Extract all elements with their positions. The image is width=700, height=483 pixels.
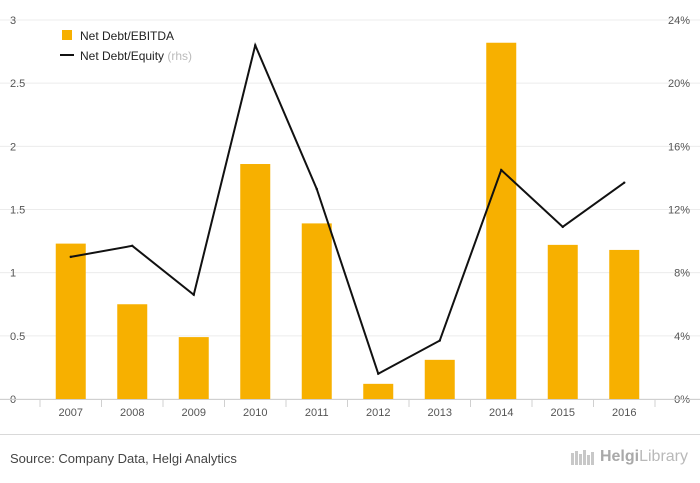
x-axis-tick-label: 2009 [182,407,206,419]
line-point [254,44,257,47]
x-axis-tick-label: 2016 [612,407,636,419]
right-axis-tick-label: 4% [674,331,690,343]
left-axis-tick-label: 0.5 [10,331,25,343]
legend: Net Debt/EBITDA Net Debt/Equity (rhs) [60,29,192,63]
left-axis-ticks: 00.511.522.53 [10,15,25,406]
bar [178,337,209,399]
left-axis-tick-label: 3 [10,15,16,27]
left-axis-tick-label: 1.5 [10,205,25,217]
left-axis-tick-label: 2.5 [10,78,25,90]
line-point [623,181,626,184]
bar [301,223,332,399]
right-axis-tick-label: 12% [668,205,690,217]
x-axis-tick-label: 2011 [305,407,329,419]
bar [363,383,394,399]
line-series-net-debt-equity [69,42,626,376]
legend-label-bar: Net Debt/EBITDA [80,29,174,43]
line-point [438,339,441,342]
line-point [377,372,380,375]
legend-swatch-bar [62,30,72,40]
bar [547,244,578,399]
line-point [131,244,134,248]
right-axis-tick-label: 8% [674,268,690,280]
bar [486,42,517,400]
legend-label-line: Net Debt/Equity [80,49,164,63]
footer: Source: Company Data, Helgi Analytics He… [0,434,700,483]
line-point [500,168,503,172]
x-axis: 2007 2008 2009 2010 2011 2012 2013 2014 2015 2016 [0,399,700,419]
series-line [70,42,625,376]
x-axis-tick-label: 2008 [120,407,144,419]
helgi-library-logo[interactable]: HelgiLibrary [570,448,688,466]
line-point [192,293,195,296]
bar [424,359,455,399]
right-axis-tick-label: 16% [668,141,690,153]
legend-rhs-note: (rhs) [167,49,192,63]
library-books-icon [570,450,594,465]
bar [55,243,86,399]
gridlines [0,19,700,400]
x-axis-tick-label: 2010 [243,407,267,419]
bar [240,164,271,399]
x-axis-tick-label: 2007 [59,407,83,419]
combo-chart: 00.511.522.53 0%4%8%12%16%20%24% 2007200… [0,15,700,419]
x-axis-tick-label: 2013 [428,407,452,419]
logo-text: HelgiLibrary [600,448,688,466]
legend-label-line-group: Net Debt/Equity (rhs) [80,49,192,63]
left-axis-tick-label: 1 [10,268,16,280]
bar [117,304,148,399]
x-axis-tick-label: 2015 [551,407,575,419]
line-point [315,187,318,191]
left-axis-tick-label: 2 [10,141,16,153]
logo-text-bold: Helgi [599,448,640,465]
right-axis-tick-label: 24% [668,15,690,27]
line-point [561,225,564,229]
bar-series-net-debt-ebitda [55,42,640,400]
source-text: Source: Company Data, Helgi Analytics [10,451,237,466]
x-axis-tick-label: 2012 [366,407,390,419]
right-axis-ticks: 0%4%8%12%16%20%24% [668,15,690,406]
x-axis-tick-label: 2014 [489,407,513,419]
line-point [69,255,72,259]
right-axis-tick-label: 20% [668,78,690,90]
bar [609,249,640,399]
logo-text-light: Library [639,448,688,465]
